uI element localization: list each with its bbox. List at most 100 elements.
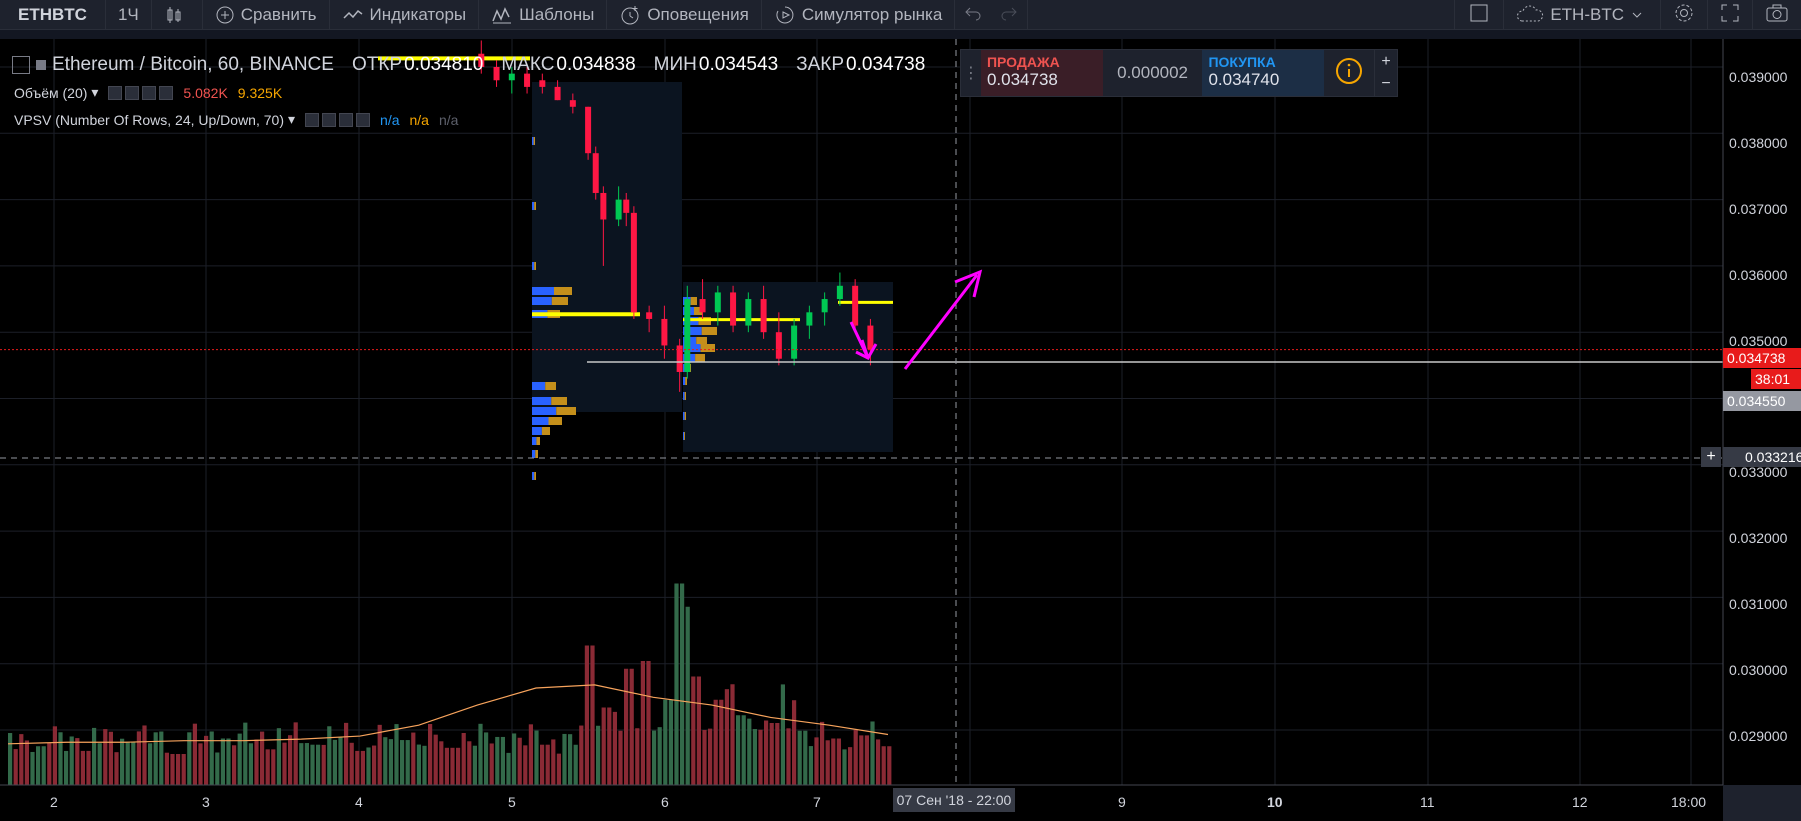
volume-bar [103,729,108,785]
fullscreen-rect-button[interactable] [1454,0,1505,30]
gear-icon [1673,2,1695,29]
candle-body [676,345,683,372]
profile-bar-up [532,262,535,270]
drag-handle-icon[interactable]: ⋮ [962,65,979,82]
volume-bar [344,722,349,785]
volume-bar [232,745,237,785]
decrease-button[interactable]: − [1381,75,1391,92]
volume-bar [652,730,657,785]
volume-bar [304,743,309,785]
replay-label: Симулятор рынка [801,4,943,24]
volume-bar [108,731,113,785]
volume-bar [30,751,35,785]
candle-body [867,325,874,350]
volume-bar [69,736,74,785]
volume-bar [47,743,52,785]
candle-body [791,325,798,359]
settings-button[interactable] [1661,0,1708,30]
volume-bar [685,606,690,785]
volume-bar [848,747,853,785]
time-tick-label: 11 [1420,794,1435,810]
volume-bar [556,753,561,785]
profile-bar-down [685,377,687,385]
volume-bar [461,732,466,785]
screenshot-button[interactable] [1753,0,1801,30]
candle-body [554,86,561,101]
candle-body [661,318,668,346]
candle-body [630,212,637,313]
profile-bar-down [551,397,567,405]
volume-bar [495,736,500,785]
fullscreen-button[interactable] [1708,0,1753,30]
volume-bar [388,739,393,785]
info-button[interactable] [1324,50,1374,96]
symbol-search-button[interactable]: ETHBTC [0,0,106,30]
chart-type-button[interactable] [152,0,203,30]
volume-bar [316,744,321,785]
profile-bar-up [532,472,535,480]
volume-bar [887,746,892,785]
volume-bar [769,723,774,785]
price-chart[interactable] [0,39,1801,821]
last-price-label: 0.034738 [1723,348,1801,368]
level-line-label: 0.034550 [1723,391,1801,411]
time-tick-label: 5 [508,794,516,810]
volume-bar [265,749,270,785]
candle-body [775,332,782,359]
increase-button[interactable]: + [1381,53,1391,70]
profile-bar-down [696,337,707,345]
volume-bar [842,749,847,785]
volume-bar [724,689,729,785]
interval-button[interactable]: 1Ч [106,0,152,30]
volume-bar [635,728,640,785]
add-level-icon[interactable]: + [1701,447,1721,467]
volume-bar [411,732,416,785]
sell-button[interactable]: ПРОДАЖА 0.034738 [980,50,1103,96]
price-tick-label: 0.036000 [1729,267,1788,283]
volume-bar [803,730,808,785]
profile-bar-down [701,327,717,335]
volume-bar [215,752,220,785]
volume-bar [562,733,567,785]
volume-bar [142,725,147,785]
candles [478,40,874,392]
volume-bar [876,739,881,785]
layout-pair-button[interactable]: ETH-BTC [1504,0,1661,30]
profile-bar-up [683,432,685,440]
buy-price: 0.034740 [1208,70,1280,89]
top-toolbar: ETHBTC 1Ч Сравнить Индикаторы Шаблоны Оп… [0,0,1801,30]
volume-bar [349,742,354,785]
volume-bar [428,723,433,785]
profile-bar-down [690,297,697,305]
candle-body [714,292,721,313]
templates-button[interactable]: Шаблоны [479,0,608,30]
volume-bar [545,744,550,785]
volume-bar [680,583,685,785]
volume-bar [792,700,797,785]
volume-bar [629,668,634,785]
alerts-button[interactable]: Оповещения [607,0,762,30]
redo-button[interactable] [991,0,1029,30]
profile-bar-down [533,137,535,145]
volume-bar [192,723,197,785]
profile-bar-up [532,297,552,305]
volume-bar [131,741,136,785]
candle-body [592,153,599,193]
volume-bar [19,734,24,785]
indicators-button[interactable]: Индикаторы [330,0,480,30]
volume-bar [472,745,477,785]
volume-bar [859,735,864,785]
square-icon [1469,3,1489,28]
volume-bar [618,730,623,785]
replay-button[interactable]: Симулятор рынка [762,0,956,30]
profile-bar-down [534,202,536,210]
volume-bar [237,733,242,785]
volume-bar [422,745,427,785]
plus-circle-icon [215,5,235,25]
volume-bar [271,749,276,785]
buy-button[interactable]: ПОКУПКА 0.034740 [1202,50,1325,96]
compare-button[interactable]: Сравнить [203,0,330,30]
volume-bar [181,754,186,785]
buy-label: ПОКУПКА [1208,54,1276,70]
undo-button[interactable] [955,0,991,30]
